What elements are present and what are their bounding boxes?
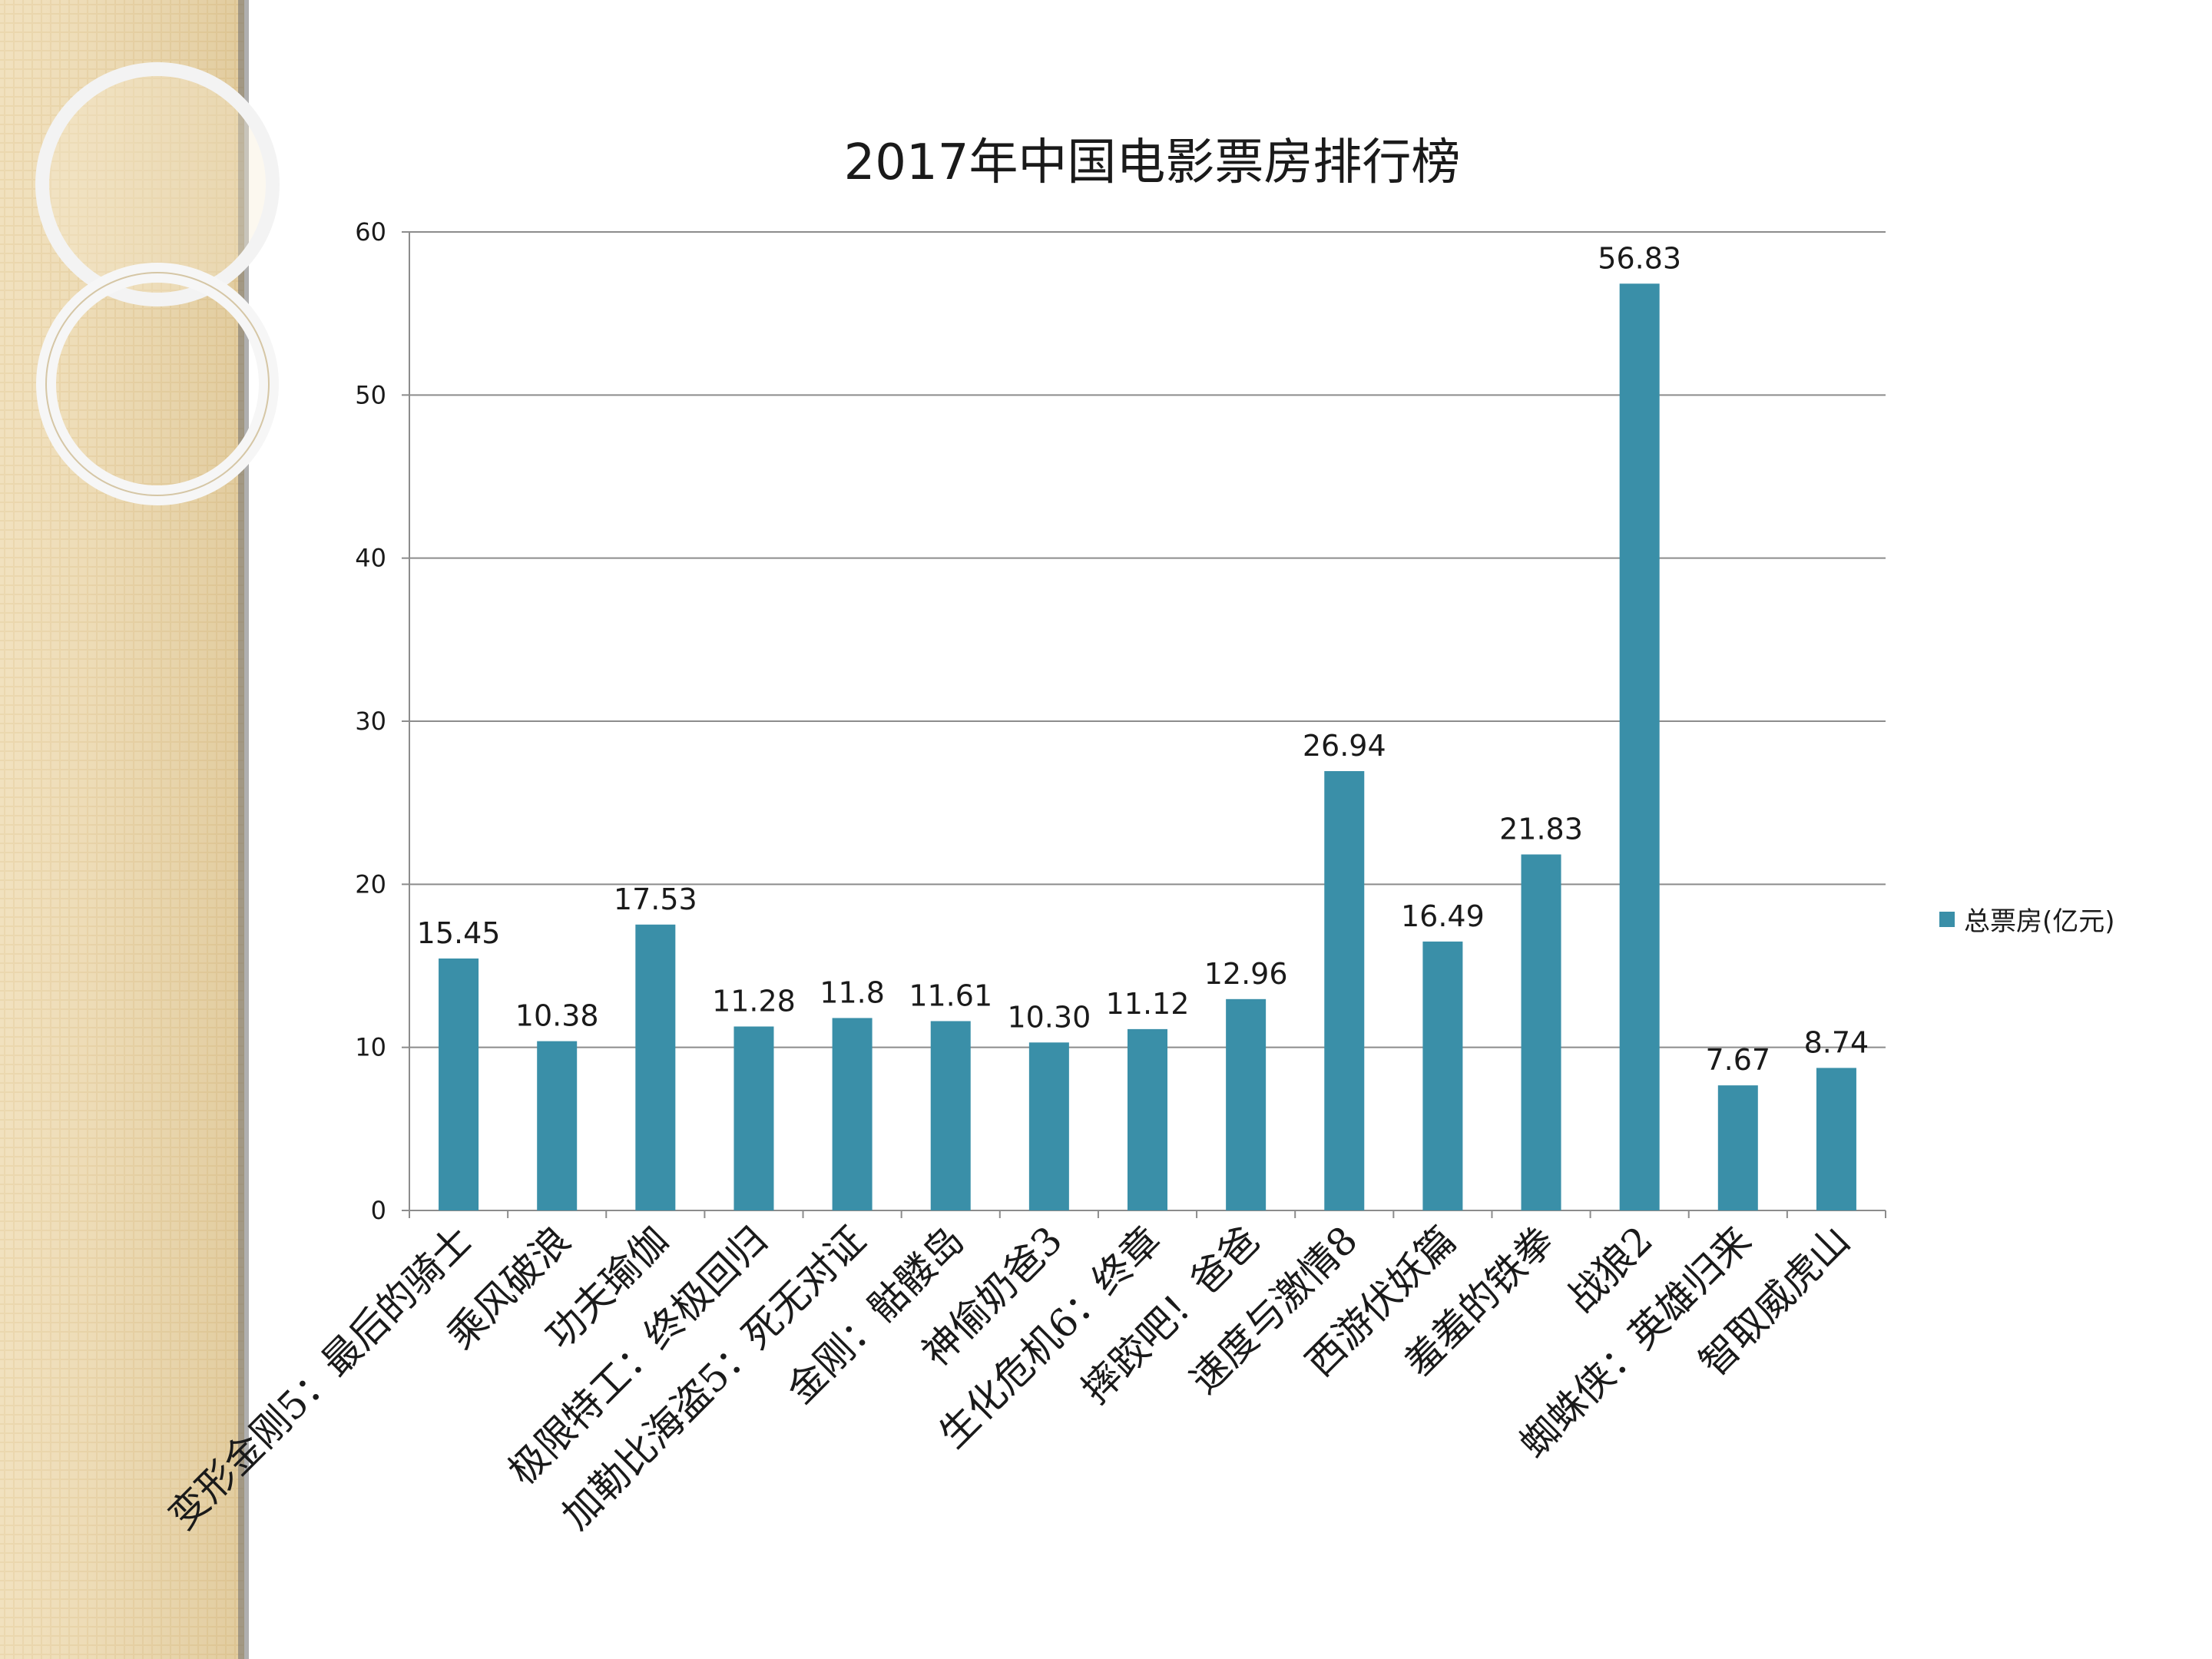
data-label: 17.53	[614, 882, 697, 916]
bar	[1816, 1068, 1856, 1210]
data-label: 56.83	[1598, 241, 1681, 275]
bars	[439, 283, 1856, 1210]
bar	[537, 1041, 578, 1210]
bar	[1422, 941, 1463, 1210]
data-label: 21.83	[1499, 812, 1583, 846]
chart-legend: 总票房(亿元)	[1939, 900, 2115, 938]
bar	[1028, 1042, 1069, 1210]
data-label: 11.28	[712, 984, 796, 1018]
data-label: 15.45	[417, 916, 501, 950]
y-tick-label: 40	[355, 544, 386, 573]
y-tick-label: 20	[355, 869, 386, 899]
bar	[1226, 998, 1267, 1210]
data-label: 11.61	[909, 979, 992, 1012]
chart-title: 2017年中国电影票房排行榜	[843, 134, 1461, 191]
bar	[439, 958, 479, 1210]
data-label: 12.96	[1204, 957, 1288, 991]
legend-swatch	[1939, 911, 1955, 927]
bar	[1324, 770, 1365, 1210]
bar	[635, 924, 676, 1210]
data-labels: 15.45 10.38 17.53 11.28 11.8 11.61 10.30 11.12 1…	[417, 241, 1869, 1077]
y-tick-label: 0	[371, 1196, 386, 1225]
data-label: 11.12	[1106, 987, 1190, 1021]
ring-ornament-top	[42, 69, 273, 300]
bar	[930, 1021, 971, 1210]
legend-label: 总票房(亿元)	[1964, 906, 2115, 937]
bar	[1128, 1028, 1167, 1210]
y-tick-label: 50	[355, 380, 386, 409]
bar	[1619, 283, 1660, 1210]
data-label: 8.74	[1804, 1025, 1869, 1059]
bar	[832, 1018, 873, 1210]
data-label: 16.49	[1401, 899, 1485, 933]
data-label: 10.30	[1007, 1000, 1091, 1034]
data-label: 11.8	[820, 975, 885, 1009]
bar	[1521, 854, 1561, 1210]
y-tick-label: 60	[355, 217, 386, 247]
data-label: 26.94	[1303, 729, 1386, 763]
x-tick-labels: 变形金刚5：最后的骑士乘风破浪功夫瑜伽极限特工：终极回归加勒比海盗5：死无对证金…	[160, 1217, 1858, 1538]
x-tick-label: 变形金刚5：最后的骑士	[160, 1217, 480, 1538]
bar	[733, 1026, 774, 1210]
y-tick-label: 30	[355, 707, 386, 736]
sidebar-edge	[238, 0, 249, 1659]
gridlines	[409, 231, 1886, 1048]
data-label: 10.38	[515, 999, 599, 1033]
bar	[1717, 1085, 1758, 1210]
data-label: 7.67	[1705, 1043, 1770, 1077]
y-tick-label: 10	[355, 1033, 386, 1062]
